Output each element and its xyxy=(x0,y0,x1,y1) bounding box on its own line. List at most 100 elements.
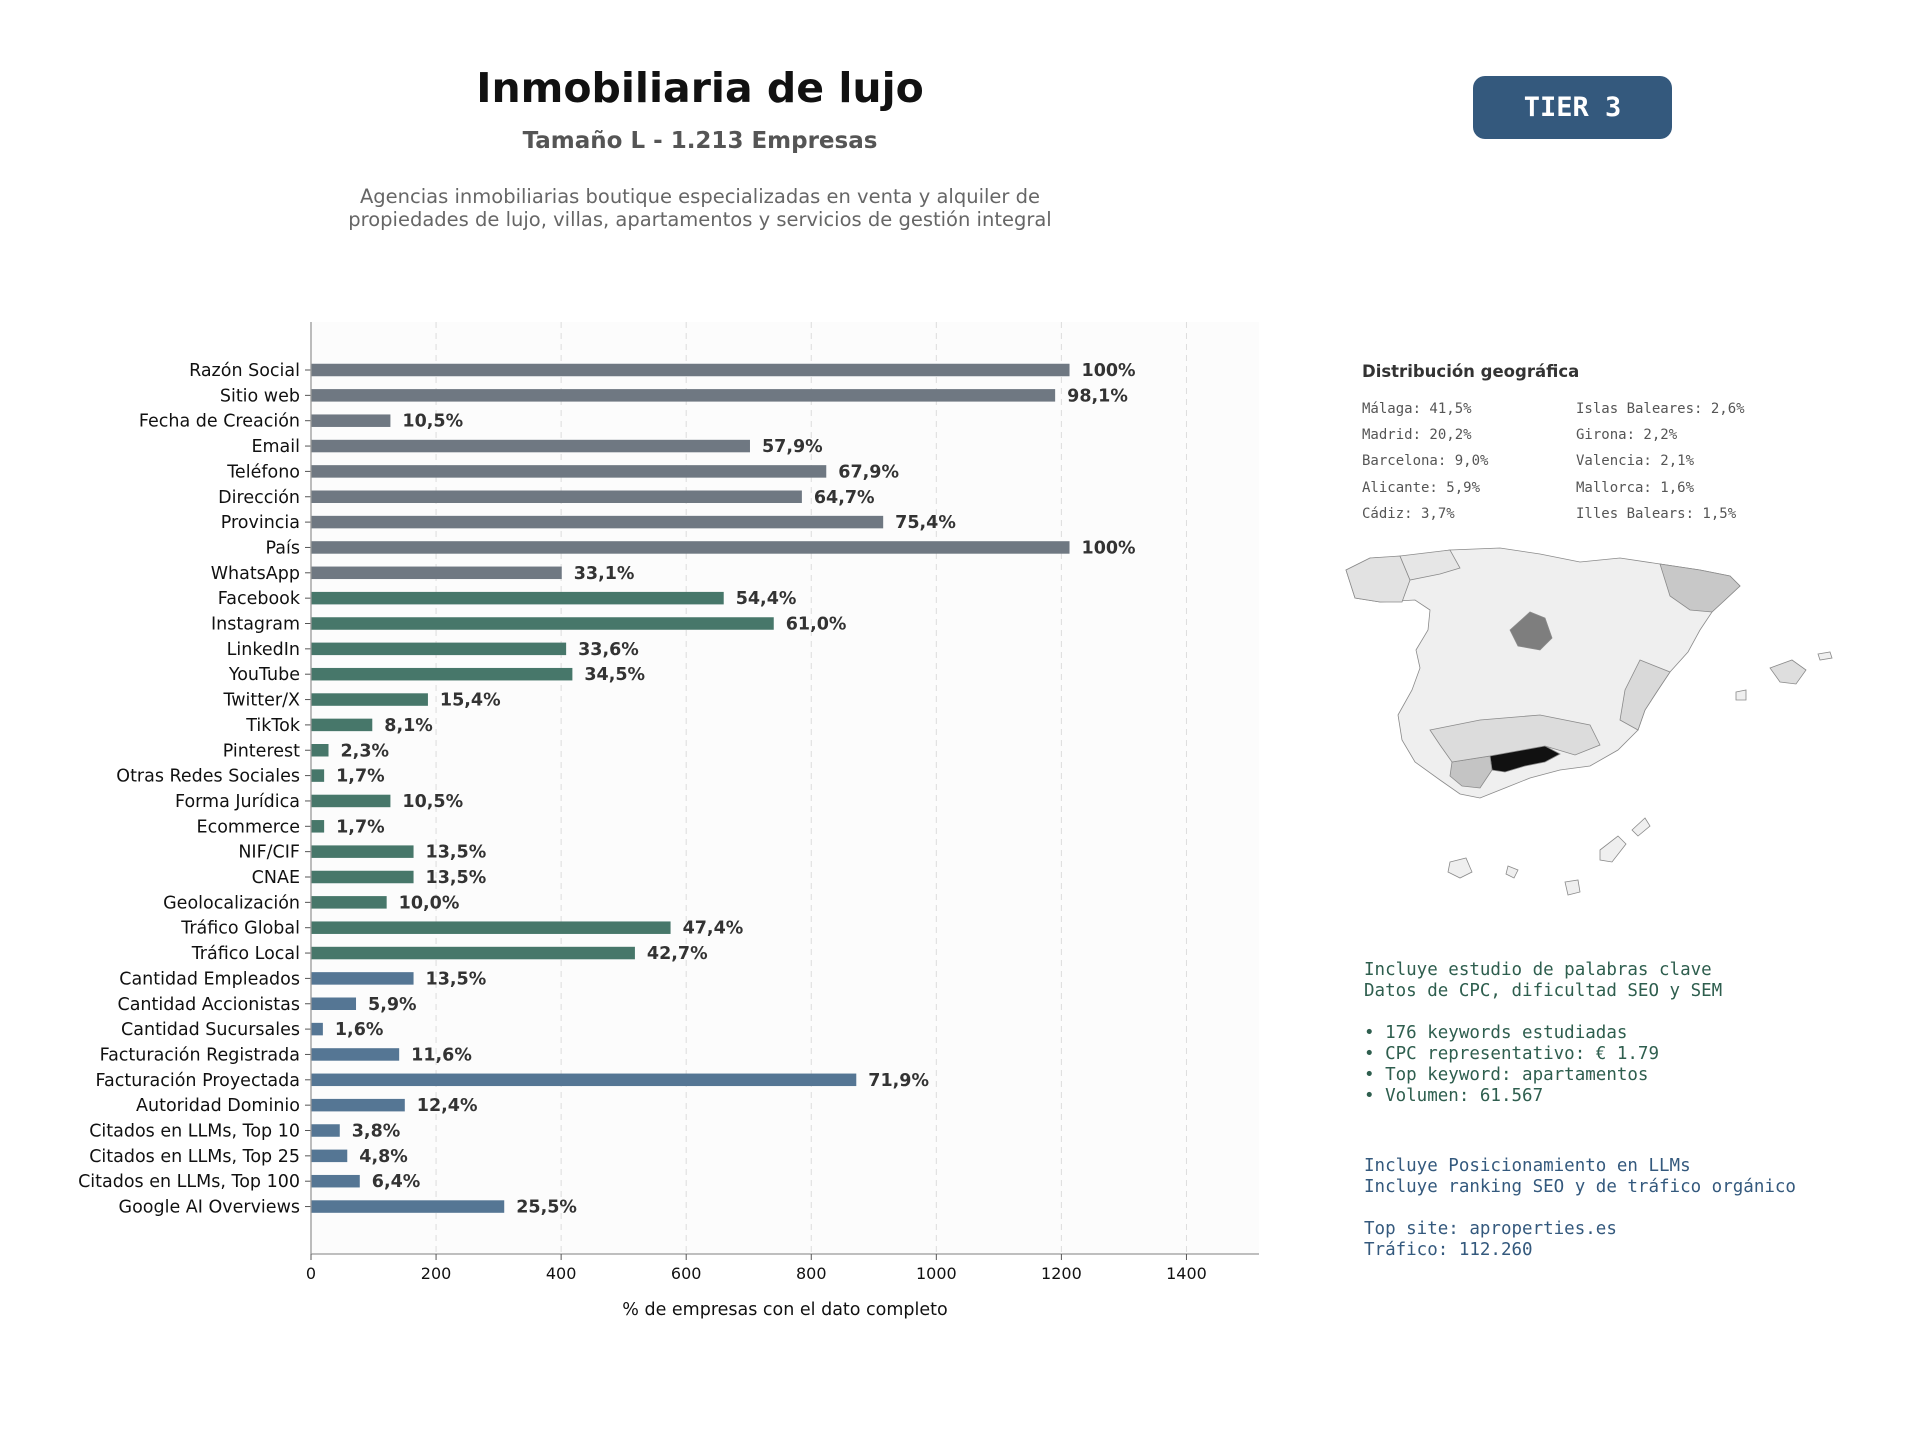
x-tick-label: 1000 xyxy=(916,1264,957,1283)
geo-item-alicante: Alicante: 5,9% xyxy=(1362,480,1481,496)
map-region-catalonia xyxy=(1659,563,1741,613)
llm-line-2: Incluye ranking SEO y de tráfico orgánic… xyxy=(1364,1177,1796,1197)
category-label: Geolocalización xyxy=(163,893,300,913)
category-labels: Razón Social Sitio web Fecha de Creación Em… xyxy=(78,361,311,1218)
map-canary-5 xyxy=(1631,817,1651,837)
category-label: Fecha de Creación xyxy=(139,412,300,432)
llm-line-1: Incluye Posicionamiento en LLMs xyxy=(1364,1156,1691,1176)
value-label: 10,5% xyxy=(402,792,463,812)
x-axis-label: % de empresas con el dato completo xyxy=(622,1300,947,1320)
completeness-bar-chart: Razón Social Sitio web Fecha de Creación Em… xyxy=(78,322,1259,1320)
category-label: CNAE xyxy=(252,868,300,888)
bar xyxy=(311,414,391,427)
category-label: Sitio web xyxy=(220,386,300,406)
bar xyxy=(311,946,635,960)
category-label: Razón Social xyxy=(189,361,300,381)
value-label: 1,7% xyxy=(336,817,385,837)
value-label: 25,5% xyxy=(516,1198,577,1218)
category-label: Cantidad Empleados xyxy=(119,969,300,989)
bar xyxy=(311,1098,405,1112)
bar xyxy=(311,896,387,909)
kw-bullet-3: • Top keyword: apartamentos xyxy=(1364,1065,1649,1085)
value-label: 8,1% xyxy=(384,716,433,736)
value-label: 47,4% xyxy=(683,919,744,939)
category-label: País xyxy=(266,538,300,558)
category-label: Twitter/X xyxy=(222,691,300,711)
kw-line-1: Incluye estudio de palabras clave xyxy=(1364,960,1712,980)
map-mallorca xyxy=(1769,659,1807,685)
bar xyxy=(311,845,414,858)
geo-item-mallorca: Mallorca: 1,6% xyxy=(1576,480,1695,496)
bar xyxy=(311,541,1070,554)
map-ibiza xyxy=(1735,689,1747,701)
map-region-andalusia xyxy=(1429,714,1601,763)
kw-bullet-4: • Volumen: 61.567 xyxy=(1364,1086,1544,1106)
category-label: TikTok xyxy=(245,716,301,736)
value-label: 2,3% xyxy=(341,741,390,761)
category-label: Tráfico Global xyxy=(180,919,300,939)
bar xyxy=(311,389,1056,402)
bar xyxy=(311,617,774,630)
value-label: 12,4% xyxy=(417,1096,478,1116)
tier-badge: TIER 3 xyxy=(1473,76,1672,139)
map-canary-1 xyxy=(1447,857,1473,879)
category-label: Autoridad Dominio xyxy=(136,1096,300,1116)
category-label: Pinterest xyxy=(223,741,300,761)
value-label: 61,0% xyxy=(786,615,847,635)
bar xyxy=(311,1073,857,1087)
bar xyxy=(311,744,329,757)
value-label: 100% xyxy=(1082,361,1136,381)
map-region-valencia xyxy=(1619,659,1671,731)
value-label: 33,1% xyxy=(574,564,635,584)
category-label: Facturación Registrada xyxy=(100,1045,300,1065)
bar xyxy=(311,1048,400,1061)
category-label: Facturación Proyectada xyxy=(96,1071,300,1091)
category-label: Cantidad Sucursales xyxy=(121,1020,300,1040)
value-label: 64,7% xyxy=(814,488,875,508)
category-label: LinkedIn xyxy=(227,640,300,660)
bar xyxy=(311,465,827,478)
bar xyxy=(311,515,884,529)
geo-item-valencia: Valencia: 2,1% xyxy=(1576,453,1695,469)
kw-line-2: Datos de CPC, dificultad SEO y SEM xyxy=(1364,981,1723,1001)
category-label: Ecommerce xyxy=(197,817,300,837)
bar xyxy=(311,1174,360,1188)
bar xyxy=(311,769,325,782)
map-menorca xyxy=(1817,651,1833,661)
map-canary-3 xyxy=(1564,879,1581,896)
value-label: 54,4% xyxy=(736,589,797,609)
bar xyxy=(311,667,573,681)
bar xyxy=(311,972,414,985)
bar xyxy=(311,1022,323,1036)
bar xyxy=(311,997,357,1010)
value-labels: 100% 98,1% 10,5% 57,9% 67,9% 64,7% 75,4% 100% 33… xyxy=(335,361,1136,1218)
x-tick-label: 1400 xyxy=(1166,1264,1207,1283)
category-label: Email xyxy=(251,437,300,457)
bar xyxy=(311,363,1070,377)
value-label: 10,5% xyxy=(402,412,463,432)
value-label: 57,9% xyxy=(762,437,823,457)
value-label: 42,7% xyxy=(647,944,708,964)
map-region-madrid xyxy=(1509,611,1553,651)
bar xyxy=(311,591,724,605)
category-label: NIF/CIF xyxy=(238,843,300,863)
bar xyxy=(311,1124,340,1137)
category-label: Instagram xyxy=(211,615,300,635)
value-label: 67,9% xyxy=(838,462,899,482)
geo-item-barcelona: Barcelona: 9,0% xyxy=(1362,453,1489,469)
value-label: 3,8% xyxy=(352,1122,401,1142)
geo-item-madrid: Madrid: 20,2% xyxy=(1362,427,1472,443)
geo-title: Distribución geográfica xyxy=(1362,362,1580,381)
llm-line-4: Tráfico: 112.260 xyxy=(1364,1240,1533,1260)
category-label: Citados en LLMs, Top 25 xyxy=(89,1147,300,1167)
bar xyxy=(311,1200,505,1213)
value-label: 1,7% xyxy=(336,767,385,787)
x-tick-label: 800 xyxy=(796,1264,827,1283)
bar xyxy=(311,566,562,580)
category-label: Tráfico Local xyxy=(191,944,300,964)
category-label: WhatsApp xyxy=(211,564,300,584)
category-label: Forma Jurídica xyxy=(175,792,300,812)
value-label: 4,8% xyxy=(359,1147,408,1167)
value-label: 34,5% xyxy=(584,665,645,685)
category-label: Otras Redes Sociales xyxy=(116,767,300,787)
